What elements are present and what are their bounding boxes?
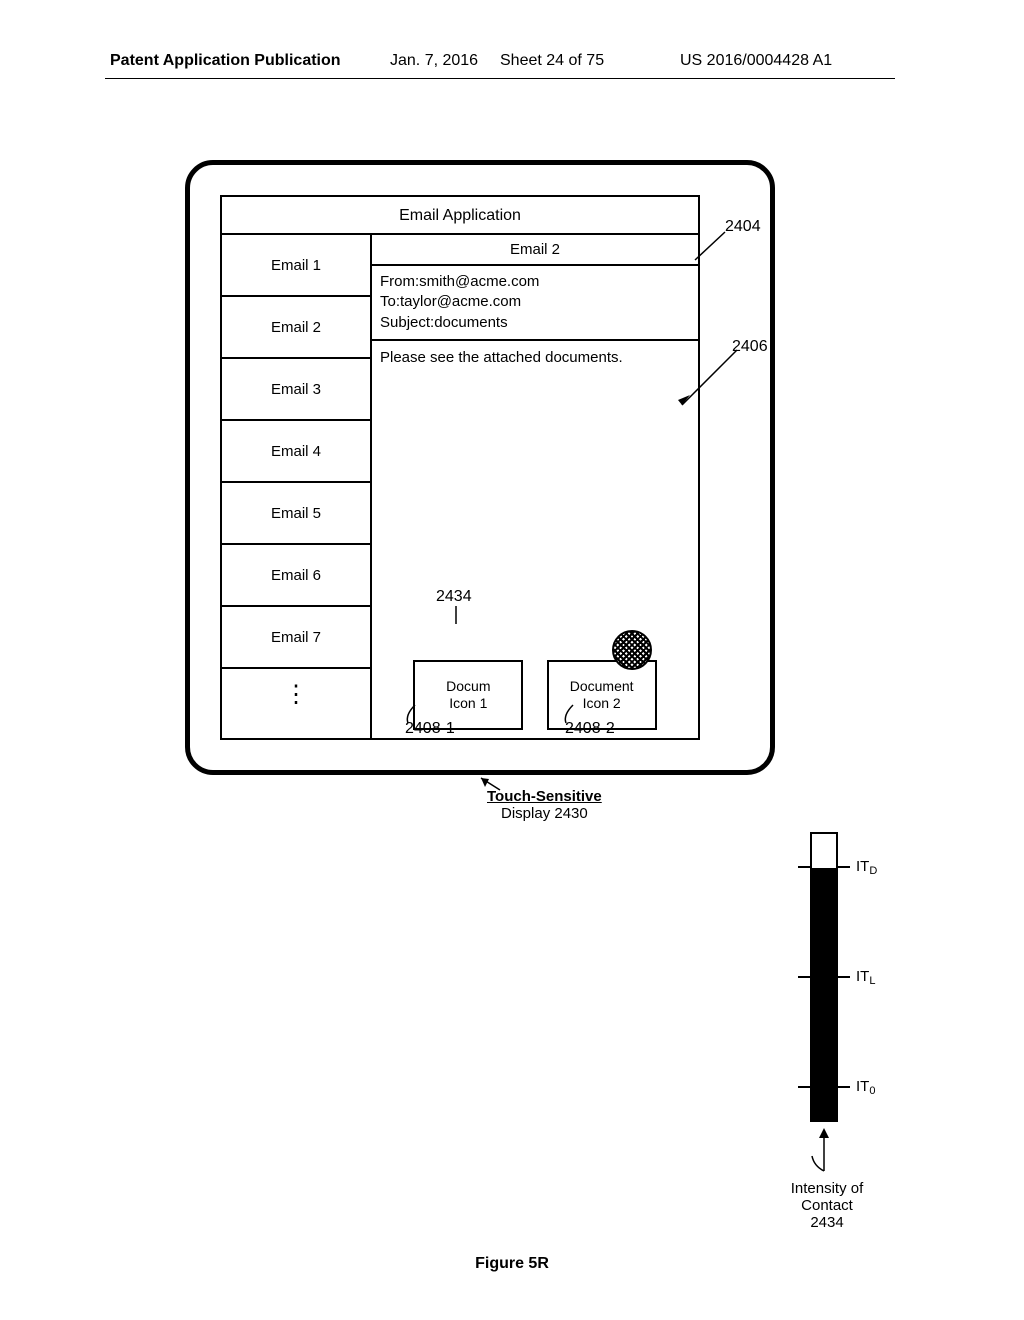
doc-icon-label-line2: Icon 2 xyxy=(583,695,621,713)
list-item[interactable]: Email 7 xyxy=(222,607,370,669)
intensity-tick-label: ITL xyxy=(856,968,875,985)
leader-2434 xyxy=(448,606,468,626)
sheet-number: Sheet 24 of 75 xyxy=(500,52,604,70)
list-item[interactable]: Email 3 xyxy=(222,359,370,421)
touch-caption-line1: Touch-Sensitive xyxy=(487,788,602,805)
intensity-tick xyxy=(798,1086,810,1088)
message-title: Email 2 xyxy=(372,235,698,264)
leader-2404 xyxy=(695,232,730,262)
intensity-tick xyxy=(798,976,810,978)
list-item[interactable]: Email 1 xyxy=(222,235,370,297)
touch-display-caption: Touch-Sensitive Display 2430 xyxy=(487,788,602,822)
leader-2406 xyxy=(672,350,742,410)
more-indicator: ⋮ xyxy=(222,669,370,719)
message-pane: Email 2 From:smith@acme.com To:taylor@ac… xyxy=(372,235,698,738)
intensity-tick xyxy=(798,866,810,868)
ref-2404: 2404 xyxy=(725,218,761,236)
subject-line: Subject:documents xyxy=(380,313,690,333)
app-title: Email Application xyxy=(222,197,698,235)
document-number: US 2016/0004428 A1 xyxy=(680,52,832,70)
list-item[interactable]: Email 6 xyxy=(222,545,370,607)
leader-2408-2 xyxy=(558,705,588,725)
message-body: Please see the attached documents. xyxy=(372,341,698,374)
touch-caption-line2: Display 2430 xyxy=(487,805,602,822)
list-item[interactable]: Email 2 xyxy=(222,297,370,359)
intensity-tick-label: IT0 xyxy=(856,1078,875,1095)
screen: Email Application Email 1 Email 2 Email … xyxy=(220,195,700,740)
to-line: To:taylor@acme.com xyxy=(380,292,690,312)
app-content: Email 1 Email 2 Email 3 Email 4 Email 5 … xyxy=(222,235,698,738)
intensity-meter-fill xyxy=(812,868,836,1120)
leader-2408-1 xyxy=(400,705,430,725)
list-item[interactable]: Email 5 xyxy=(222,483,370,545)
publication-label: Patent Application Publication xyxy=(110,52,341,70)
publication-date: Jan. 7, 2016 xyxy=(390,52,478,70)
intensity-caption-l3: 2434 xyxy=(772,1214,882,1231)
intensity-tick-label: ITD xyxy=(856,858,877,875)
intensity-tick xyxy=(838,976,850,978)
message-headers: From:smith@acme.com To:taylor@acme.com S… xyxy=(372,264,698,341)
list-item[interactable]: Email 4 xyxy=(222,421,370,483)
header-rule xyxy=(105,78,895,79)
intensity-tick xyxy=(838,866,850,868)
intensity-caption-l1: Intensity of xyxy=(772,1180,882,1197)
device-frame: Email Application Email 1 Email 2 Email … xyxy=(185,160,775,775)
intensity-caption-l2: Contact xyxy=(772,1197,882,1214)
intensity-caption: Intensity of Contact 2434 xyxy=(772,1180,882,1231)
intensity-meter xyxy=(810,832,838,1122)
contact-indicator-2434 xyxy=(612,630,652,670)
doc-icon-label-line1: Docum xyxy=(446,678,490,696)
doc-icon-label-line1: Document xyxy=(570,678,634,696)
from-line: From:smith@acme.com xyxy=(380,272,690,292)
email-list: Email 1 Email 2 Email 3 Email 4 Email 5 … xyxy=(222,235,372,738)
intensity-tick xyxy=(838,1086,850,1088)
leader-intensity xyxy=(812,1126,842,1176)
figure-caption: Figure 5R xyxy=(0,1255,1024,1273)
doc-icon-label-line2: Icon 1 xyxy=(449,695,487,713)
ref-2434-contact: 2434 xyxy=(436,588,472,606)
